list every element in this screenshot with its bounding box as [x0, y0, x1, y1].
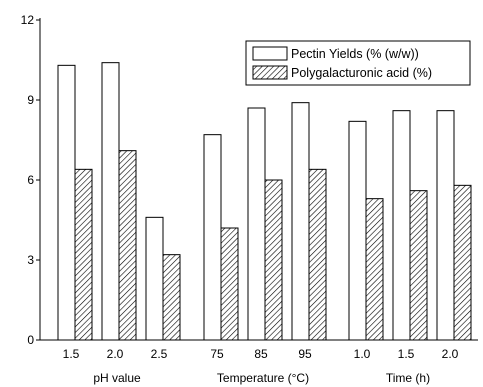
group-axis-label: Time (h)	[386, 371, 430, 385]
legend: Pectin Yields (% (w/w)) Polygalacturonic…	[245, 40, 471, 86]
bar-polygalacturonic-acid-g2-1	[409, 190, 428, 341]
bar-pectin-yield-g2-2	[436, 110, 455, 341]
x-ticks: 1.5 2.0 2.5 75 85 95 1.0 1.5 2.0	[63, 347, 459, 361]
legend-swatch-polygalacturonic	[252, 65, 288, 80]
bar-pectin-yield-g1-0	[203, 134, 222, 341]
axes	[39, 18, 478, 341]
bar-polygalacturonic-acid-g1-2	[308, 168, 327, 341]
bar-polygalacturonic-acid-g1-1	[264, 179, 283, 341]
legend-label-pectin: Pectin Yields (% (w/w))	[291, 47, 419, 61]
x-tick-label: 95	[298, 347, 312, 361]
x-tick-label: 2.0	[107, 347, 124, 361]
bar-pectin-yield-g0-0	[57, 64, 76, 341]
bar-pectin-yield-g1-2	[291, 102, 310, 341]
x-tick-label: 1.5	[398, 347, 415, 361]
bar-pectin-yield-g0-1	[101, 62, 120, 341]
x-tick-label: 2.0	[442, 347, 459, 361]
x-tick-label: 1.5	[63, 347, 80, 361]
legend-label-polygalacturonic: Polygalacturonic acid (%)	[291, 66, 432, 80]
bar-polygalacturonic-acid-g2-2	[453, 184, 472, 341]
y-tick-label: 0	[27, 333, 34, 347]
group-axis-label: pH value	[93, 371, 141, 385]
x-tick-label: 85	[254, 347, 268, 361]
bar-pectin-yield-g2-1	[392, 110, 411, 341]
bar-polygalacturonic-acid-g0-1	[118, 150, 137, 341]
y-tick-label: 6	[27, 173, 34, 187]
bar-polygalacturonic-acid-g0-0	[74, 168, 93, 341]
x-tick-label: 1.0	[354, 347, 371, 361]
group-labels: pH value Temperature (°C) Time (h)	[93, 371, 430, 385]
bar-pectin-yield-g2-0	[348, 120, 367, 341]
x-tick-label: 75	[210, 347, 224, 361]
bars	[57, 62, 472, 341]
x-tick-label: 2.5	[151, 347, 168, 361]
bar-polygalacturonic-acid-g2-0	[365, 198, 384, 341]
y-tick-label: 3	[27, 253, 34, 267]
legend-swatch-pectin	[252, 46, 288, 61]
group-axis-label: Temperature (°C)	[217, 371, 309, 385]
bar-polygalacturonic-acid-g1-0	[220, 227, 239, 341]
bar-pectin-yield-g0-2	[145, 216, 164, 341]
y-tick-label: 9	[27, 93, 34, 107]
y-ticks: 0 3 6 9 12	[21, 13, 40, 347]
y-tick-label: 12	[21, 13, 35, 27]
bar-pectin-yield-g1-1	[247, 107, 266, 341]
bar-polygalacturonic-acid-g0-2	[162, 254, 181, 341]
